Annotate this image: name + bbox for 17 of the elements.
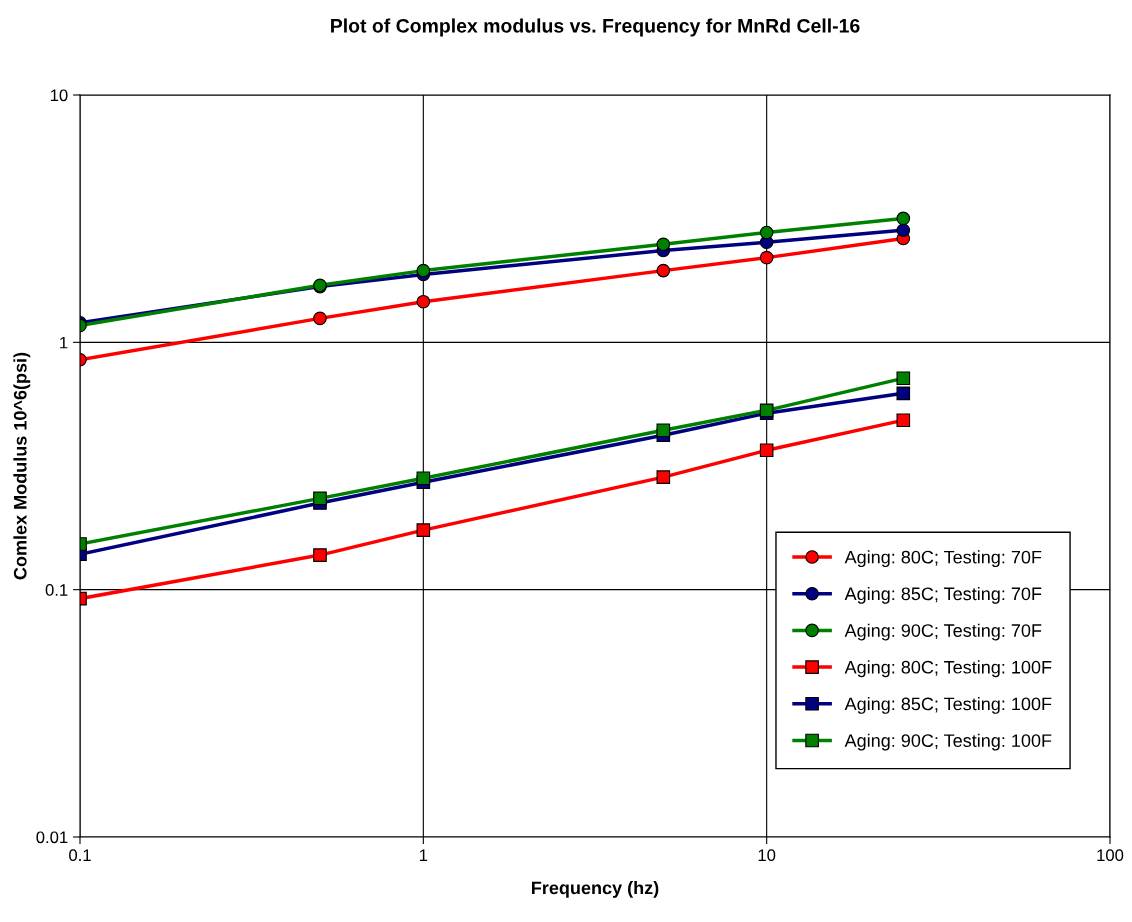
- y-tick-label: 10: [50, 89, 68, 102]
- legend-label: Aging: 85C; Testing: 70F: [844, 586, 1042, 604]
- y-tick-label: 0.01: [36, 831, 68, 844]
- x-tick-label: 100: [1097, 849, 1124, 862]
- y-tick-label: 0.1: [45, 584, 68, 596]
- x-tick-label: 0.1: [69, 849, 91, 862]
- legend-label: Aging: 85C; Testing: 100F: [844, 697, 1052, 714]
- legend-label: Aging: 90C; Testing: 70F: [844, 623, 1042, 641]
- legend-label: Aging: 80C; Testing: 70F: [844, 550, 1042, 568]
- chart-title: Plot of Complex modulus vs. Frequency for MnRd Cell-16: [331, 18, 860, 37]
- y-axis-title: Comlex Modulus 10^6(psi): [13, 352, 31, 580]
- x-tick-label: 1: [419, 849, 428, 861]
- x-tick-label: 10: [758, 849, 776, 862]
- x-axis-title: Frequency (hz): [532, 881, 659, 898]
- legend-label: Aging: 90C; Testing: 100F: [844, 733, 1052, 751]
- legend-label: Aging: 80C; Testing: 100F: [844, 660, 1052, 678]
- y-tick-label: 1: [60, 336, 68, 349]
